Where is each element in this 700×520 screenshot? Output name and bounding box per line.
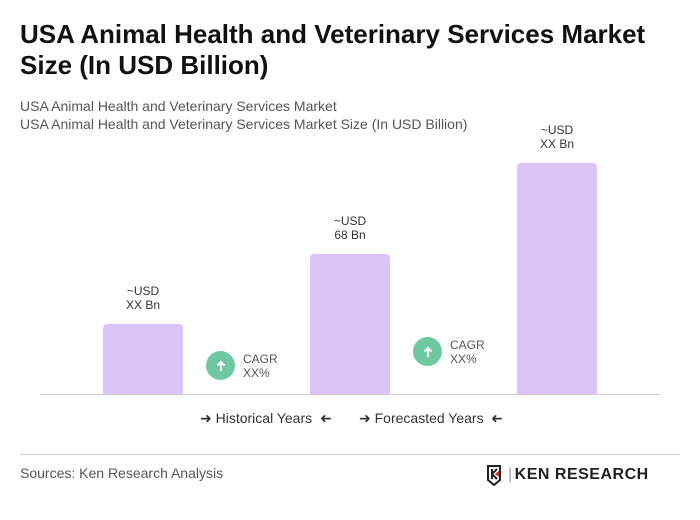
bar-current	[310, 254, 390, 394]
cagr-value: XX%	[450, 351, 477, 366]
arrow-up-icon	[206, 351, 235, 380]
legend-label: Forecasted Years	[374, 410, 484, 426]
legend-label: Historical Years	[215, 410, 313, 426]
legend-historical: ➜ Historical Years ➜	[200, 410, 332, 426]
bar-forecast	[517, 163, 597, 394]
cagr-label: CAGR	[243, 351, 278, 366]
bar-value-label: ~USD XX Bn	[539, 123, 575, 152]
footer-divider	[20, 454, 680, 455]
chart-title: USA Animal Health and Veterinary Service…	[20, 19, 646, 80]
ken-research-logo: | KEN RESEARCH	[486, 464, 649, 486]
cagr-label: CAGR	[450, 337, 485, 352]
bar-historical	[103, 324, 183, 394]
bar-value-label: ~USD 68 Bn	[333, 214, 367, 242]
legend-forecasted: ➜ Forecasted Years ➜	[359, 410, 504, 426]
logo-text: KEN RESEARCH	[514, 466, 649, 483]
chart-subtitle: USA Animal Health and Veterinary Service…	[20, 98, 337, 114]
cagr-badge-2: CAGR XX%	[413, 337, 485, 366]
sources-text: Sources: Ken Research Analysis	[20, 465, 224, 481]
cagr-value: XX%	[243, 365, 270, 380]
bar-value-label: ~USD XX Bn	[125, 284, 161, 312]
cagr-badge-1: CAGR XX%	[206, 351, 278, 380]
arrow-up-icon	[413, 337, 442, 366]
chart-subtitle-2: USA Animal Health and Veterinary Service…	[20, 116, 468, 132]
x-axis-line	[40, 394, 660, 395]
